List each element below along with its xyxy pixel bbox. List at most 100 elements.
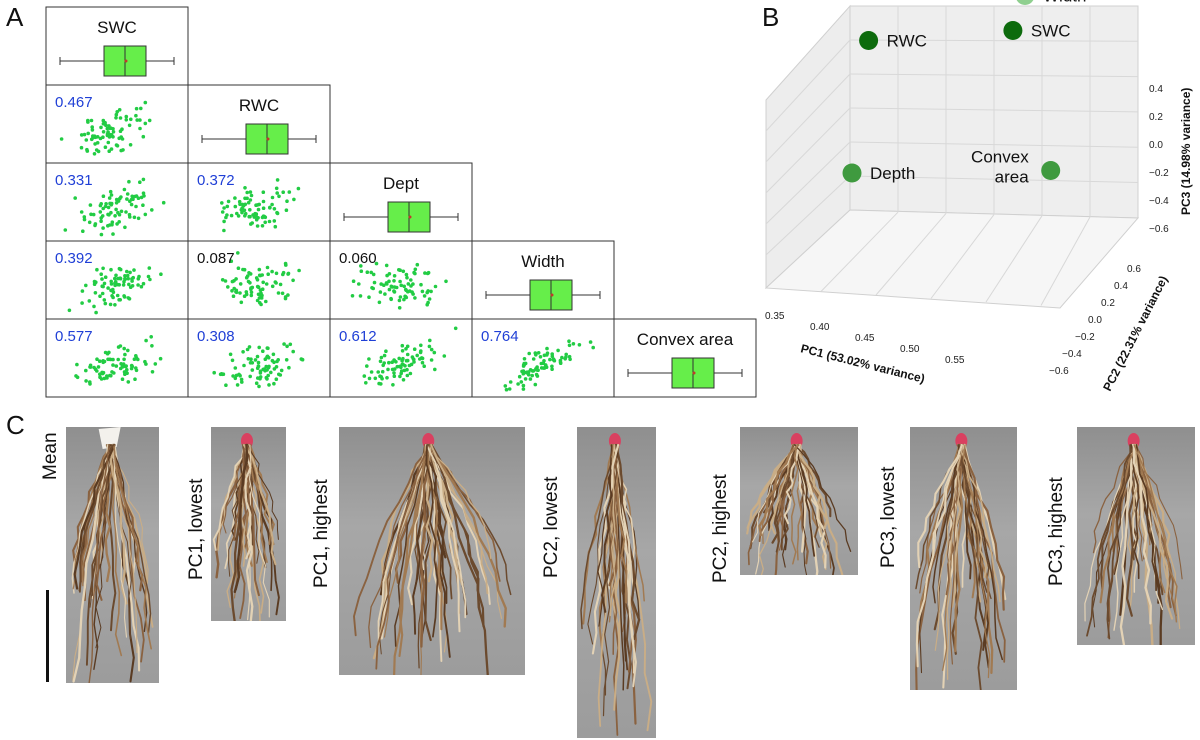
scatter-point bbox=[245, 196, 249, 201]
scatter-point bbox=[261, 199, 266, 204]
scatter-point bbox=[265, 354, 270, 359]
scatter-point bbox=[73, 196, 77, 200]
scatter-point bbox=[124, 364, 128, 369]
y-axis-title: PC2 (22.31% variance) bbox=[1100, 273, 1170, 393]
scatter-point bbox=[107, 149, 111, 153]
variable-label: SWC bbox=[97, 18, 137, 37]
correlation-value: 0.392 bbox=[55, 250, 93, 267]
scatter-point bbox=[101, 284, 105, 289]
scatter-point bbox=[127, 282, 131, 287]
scatter-point bbox=[85, 147, 89, 152]
root-strand bbox=[419, 443, 434, 648]
scatter-point bbox=[103, 145, 108, 149]
scatter-point bbox=[93, 142, 97, 146]
scatter-point bbox=[422, 294, 427, 298]
root-strand bbox=[580, 444, 616, 630]
scatter-point bbox=[263, 357, 268, 362]
scatter-point bbox=[281, 190, 286, 194]
scatter-point bbox=[367, 295, 371, 300]
root-strand bbox=[796, 443, 827, 569]
scatter-point bbox=[233, 204, 238, 209]
pca-point-label: SWC bbox=[1031, 22, 1071, 41]
scatter-point bbox=[117, 220, 121, 224]
root-strand bbox=[113, 444, 128, 638]
scatter-point bbox=[233, 366, 238, 370]
scatter-point bbox=[548, 357, 552, 362]
scatter-point bbox=[266, 373, 271, 378]
scatter-point bbox=[109, 373, 113, 378]
scatter-point bbox=[270, 284, 275, 289]
root-strand bbox=[398, 443, 427, 658]
scatter-point bbox=[134, 366, 138, 370]
scatter-point bbox=[141, 281, 146, 286]
correlation-value: 0.308 bbox=[197, 328, 235, 345]
scatter-point bbox=[98, 136, 103, 141]
scatter-point bbox=[134, 106, 139, 111]
scatter-point bbox=[282, 342, 286, 346]
scatter-point bbox=[102, 359, 107, 364]
root-strand bbox=[95, 444, 113, 649]
scatter-point bbox=[116, 210, 120, 215]
scatter-point bbox=[274, 281, 278, 285]
scatter-point bbox=[101, 194, 106, 198]
scatter-point bbox=[274, 365, 279, 369]
scatter-point bbox=[271, 352, 276, 357]
scatter-point bbox=[299, 357, 304, 361]
scatter-point bbox=[134, 113, 138, 118]
scatter-point bbox=[247, 345, 252, 349]
scatter-point bbox=[126, 380, 131, 384]
scatter-point bbox=[391, 383, 395, 387]
scatter-point bbox=[126, 296, 131, 300]
scatter-point bbox=[275, 359, 279, 364]
root-strand bbox=[794, 443, 832, 518]
scatter-point bbox=[398, 268, 402, 273]
scatter-point bbox=[249, 290, 254, 295]
pca-gridline bbox=[930, 214, 995, 299]
root-photo bbox=[339, 427, 525, 675]
pca-point bbox=[842, 163, 862, 183]
scatter-point bbox=[567, 343, 572, 348]
scatter-point bbox=[453, 326, 458, 331]
root-strand bbox=[1135, 444, 1157, 592]
scatter-point bbox=[429, 347, 434, 352]
scatter-point bbox=[122, 346, 126, 351]
scatter-point bbox=[128, 143, 133, 147]
scatter-point bbox=[143, 121, 148, 126]
z-tick-label: −0.4 bbox=[1149, 196, 1169, 207]
boxplot-mean bbox=[550, 293, 554, 297]
scatter-point bbox=[106, 286, 110, 290]
scatter-point bbox=[359, 264, 363, 268]
boxplot-mean bbox=[408, 215, 412, 219]
scatter-point bbox=[245, 347, 250, 352]
scatter-point bbox=[286, 293, 290, 297]
scatter-point bbox=[92, 304, 96, 309]
scatter-point bbox=[246, 357, 251, 361]
scatter-point bbox=[270, 195, 275, 200]
scatter-point bbox=[268, 206, 272, 210]
scatter-point bbox=[397, 356, 402, 361]
scatter-point bbox=[153, 362, 158, 366]
root-strand bbox=[71, 444, 109, 594]
root-strand bbox=[425, 444, 448, 604]
scatter-point bbox=[99, 232, 104, 237]
scatter-point bbox=[150, 208, 154, 212]
scatter-point bbox=[568, 357, 572, 362]
scatter-point bbox=[109, 203, 114, 207]
root-strand bbox=[946, 444, 963, 583]
root-photo bbox=[577, 427, 656, 738]
scatter-point bbox=[98, 375, 102, 380]
root-strand bbox=[113, 444, 152, 650]
scatter-point bbox=[239, 300, 244, 305]
scatter-point bbox=[265, 377, 269, 381]
scatter-point bbox=[124, 114, 129, 119]
scatter-point bbox=[261, 190, 266, 194]
y-tick-label: −0.4 bbox=[1062, 349, 1082, 360]
scatter-point bbox=[129, 202, 134, 207]
correlation-value: 0.087 bbox=[197, 250, 235, 267]
scatter-point bbox=[134, 204, 138, 209]
scatter-point bbox=[503, 384, 508, 388]
scatter-point bbox=[254, 217, 259, 222]
scatter-point bbox=[399, 369, 404, 373]
scatter-point bbox=[86, 120, 90, 124]
scatter-point bbox=[107, 350, 111, 355]
